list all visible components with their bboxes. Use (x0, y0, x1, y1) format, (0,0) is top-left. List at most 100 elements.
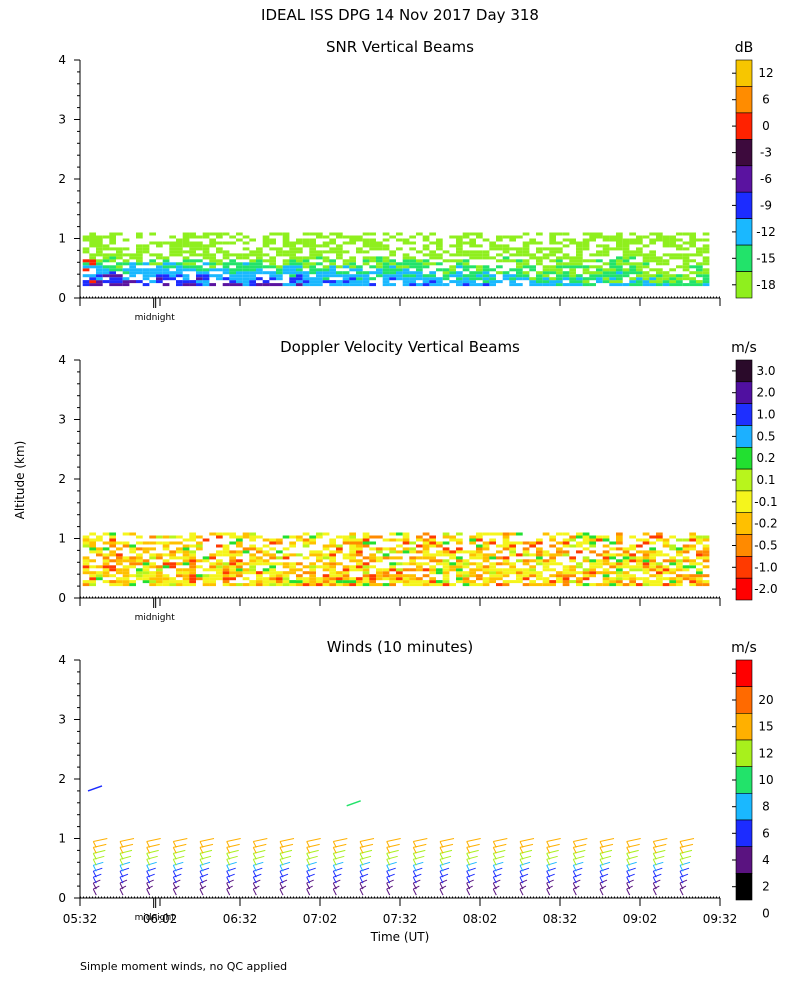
heatmap-cell (122, 574, 130, 578)
heatmap-cell (262, 538, 270, 542)
heatmap-cell (456, 580, 463, 584)
heatmap-cell (589, 559, 596, 563)
heatmap-cell (249, 532, 256, 536)
heatmap-cell (202, 580, 210, 584)
heatmap-cell (82, 274, 90, 278)
colorbar-label: -6 (760, 172, 772, 186)
heatmap-cell (362, 280, 370, 284)
wind-barb (386, 849, 399, 854)
wind-barb-staff (519, 847, 524, 854)
heatmap-cell (616, 271, 623, 275)
heatmap-cell (242, 253, 250, 257)
heatmap-cell (696, 283, 703, 287)
heatmap-cell (422, 244, 430, 248)
wind-barb-staff (679, 870, 684, 878)
heatmap-cell (289, 277, 296, 281)
heatmap-cell (96, 250, 103, 254)
heatmap-cell (482, 571, 490, 575)
heatmap-cell (582, 283, 590, 287)
heatmap-cell (242, 247, 250, 251)
heatmap-cell (222, 262, 230, 266)
heatmap-cell (682, 550, 690, 554)
heatmap-cell (322, 244, 330, 248)
heatmap-cell (302, 241, 310, 245)
heatmap-cell (536, 553, 543, 557)
heatmap-cell (262, 235, 270, 239)
heatmap-cell (522, 271, 530, 275)
heatmap-cell (282, 259, 290, 263)
heatmap-cell (442, 283, 450, 287)
heatmap-cell (636, 271, 643, 275)
heatmap-cell (149, 274, 156, 278)
heatmap-cell (216, 247, 223, 251)
colorbar-label: 2 (762, 880, 770, 894)
heatmap-cell (362, 256, 370, 260)
heatmap-cell (422, 253, 430, 257)
heatmap-cell (249, 565, 256, 569)
heatmap-cell (376, 241, 383, 245)
heatmap-cell (669, 268, 676, 272)
heatmap-cell (702, 553, 710, 557)
wind-barb (439, 873, 449, 878)
heatmap-cell (522, 574, 530, 578)
heatmap-cell (109, 241, 116, 245)
heatmap-cell (149, 253, 156, 257)
heatmap-cell (376, 556, 383, 560)
heatmap-cell (296, 241, 303, 245)
heatmap-cell (302, 265, 310, 269)
heatmap-cell (276, 574, 283, 578)
heatmap-cell (429, 232, 436, 236)
heatmap-cell (482, 565, 490, 569)
heatmap-cell (676, 244, 683, 248)
heatmap-cell (122, 544, 130, 548)
heatmap-cell (96, 271, 103, 275)
heatmap-cell (616, 577, 623, 581)
wind-barb (333, 885, 340, 890)
wind-barb-staff (572, 853, 577, 860)
heatmap-cell (249, 544, 256, 548)
heatmap-cell (662, 559, 670, 563)
heatmap-cell (136, 259, 143, 263)
heatmap-cell (489, 571, 496, 575)
heatmap-cell (236, 277, 243, 281)
wind-barb-staff (386, 841, 391, 848)
wind-barb (333, 879, 341, 884)
heatmap-cell (456, 556, 463, 560)
heatmap-cell (209, 253, 216, 257)
wind-barb (146, 873, 155, 878)
heatmap-cell (296, 538, 303, 542)
heatmap-cell (596, 268, 603, 272)
heatmap-cell (342, 565, 350, 569)
heatmap-cell (269, 271, 276, 275)
wind-barb-staff (679, 847, 684, 854)
figure-title: IDEAL ISS DPG 14 Nov 2017 Day 318 (261, 6, 539, 24)
heatmap-cell (256, 559, 263, 563)
heatmap-cell (302, 541, 310, 545)
heatmap-cell (549, 583, 556, 587)
heatmap-cell (596, 583, 603, 587)
heatmap-cell (216, 250, 223, 254)
heatmap-cell (96, 244, 103, 248)
wind-barb (493, 867, 503, 872)
colorbar-swatch (735, 766, 753, 794)
heatmap-cell (262, 568, 270, 572)
heatmap-cell (496, 562, 503, 566)
heatmap-cell (596, 271, 603, 275)
wind-barb-staff (252, 876, 257, 884)
heatmap-cell (202, 538, 210, 542)
heatmap-cell (409, 265, 416, 269)
wind-barb-staff (679, 865, 684, 872)
heatmap-cell (142, 574, 150, 578)
wind-barb (199, 879, 208, 884)
heatmap-cell (302, 244, 310, 248)
heatmap-cell (236, 535, 243, 539)
wind-barb (173, 861, 184, 866)
heatmap-cell (582, 583, 590, 587)
colorbar-swatch (735, 139, 753, 167)
wind-barb-staff (466, 847, 471, 854)
wind-barb (93, 855, 105, 860)
heatmap-cell (162, 277, 170, 281)
heatmap-cell (629, 544, 636, 548)
heatmap-cell (109, 247, 116, 251)
